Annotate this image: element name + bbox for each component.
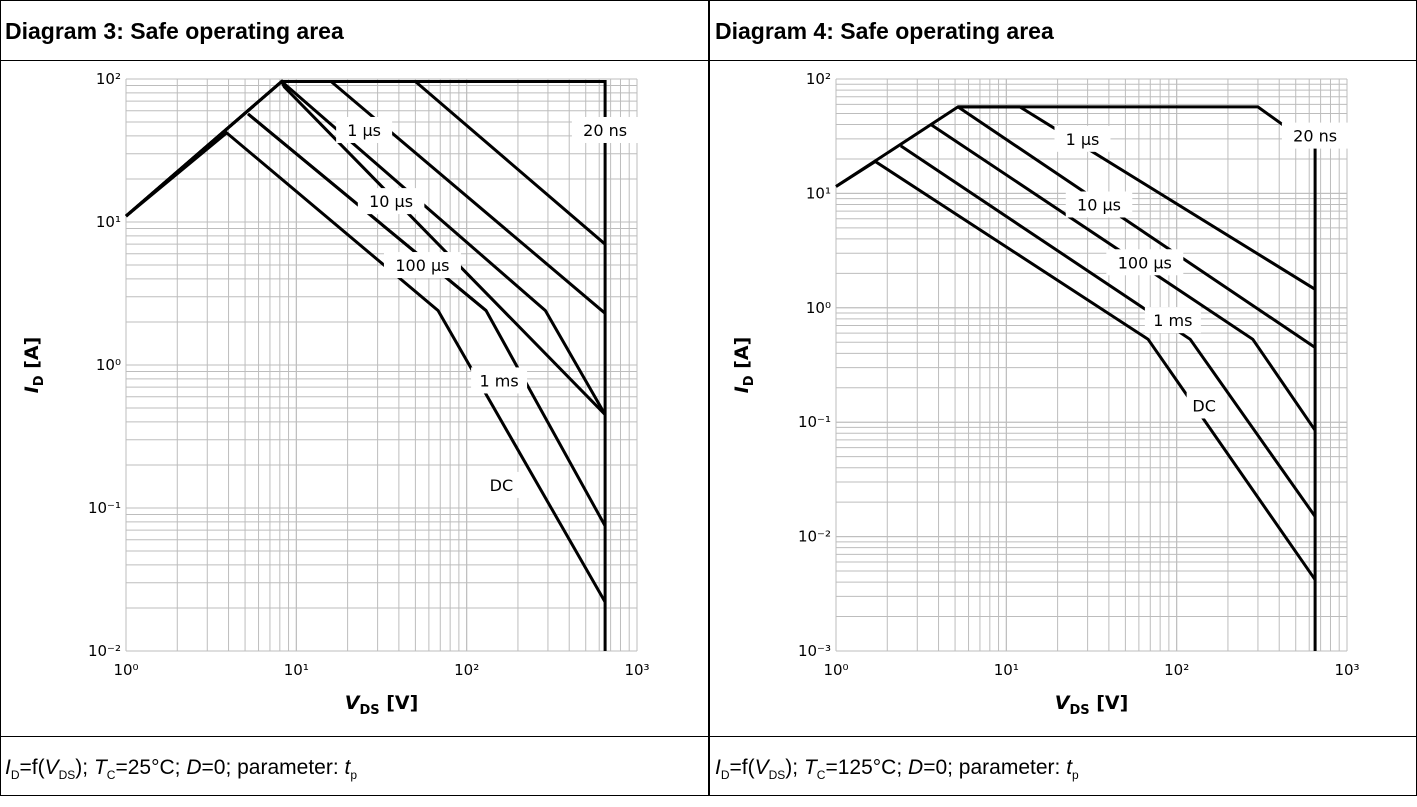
curve-label-text: 1 ms — [1153, 311, 1192, 330]
caption-param-sub: p — [350, 768, 358, 783]
panel-2-title: Diagram 4: Safe operating area — [715, 18, 1054, 44]
curve-label-text: 20 ns — [1293, 127, 1337, 146]
curve-label: 1 µs — [1054, 125, 1111, 152]
curve-label-text: 20 ns — [583, 121, 627, 140]
curve-label-bg — [383, 252, 461, 279]
series-line-DC — [125, 130, 607, 603]
caption-vds-sub: DS — [58, 768, 76, 783]
curve-label-bg — [1106, 249, 1184, 276]
series-line-10s — [957, 105, 1316, 349]
panel-divider — [708, 0, 710, 796]
curve-label: 10 µs — [1065, 191, 1133, 218]
x-tick-label: 10⁰ — [113, 661, 138, 679]
series-line-1ms — [899, 144, 1317, 518]
panel-1-chart: 20 ns 1 µs 10 µs 100 µs 1 ms DC 10⁰ 10¹ 10² 10³ 10… — [21, 70, 650, 718]
x-tick-label: 10⁰ — [823, 661, 848, 679]
curve-label: DC — [483, 471, 519, 498]
x-tick-label: 10³ — [624, 661, 649, 679]
curve-label-bg — [1281, 122, 1349, 149]
series-line-segment-6 — [835, 160, 877, 188]
curve-label: 10 µs — [357, 188, 425, 215]
series-line-100s — [929, 123, 1317, 432]
curve-label-bg — [1186, 392, 1222, 419]
caption-param-sub: p — [1072, 768, 1079, 783]
curve-label-text: 10 µs — [369, 192, 413, 211]
y-tick-label: 10⁻³ — [798, 642, 831, 660]
curve-label: DC — [1186, 392, 1222, 419]
curve-label: 100 µs — [383, 252, 461, 279]
caption-id-sub: D — [10, 768, 20, 783]
curve-label: 100 µs — [1106, 249, 1184, 276]
curve-label-text: 100 µs — [1118, 253, 1172, 272]
title-divider — [0, 60, 1417, 61]
curve-label-bg — [1144, 307, 1201, 334]
caption-tc-value: =25°C; — [115, 756, 187, 779]
curve-label: 20 ns — [1281, 122, 1349, 149]
x-axis-label: VDS [V] — [345, 692, 419, 718]
grid — [125, 78, 638, 652]
caption-id-sub: D — [720, 768, 730, 783]
x-tick-label: 10² — [1164, 661, 1189, 679]
curve-label-text: DC — [1192, 396, 1216, 415]
curve-label-bg — [571, 116, 639, 143]
x-tick-label: 10² — [454, 661, 479, 679]
caption-divider — [0, 736, 1417, 737]
curve-label-bg — [1065, 191, 1133, 218]
caption-vds-sub: DS — [768, 768, 786, 783]
curve-label: 20 ns — [571, 116, 639, 143]
x-axis-label: VDS [V] — [1055, 692, 1129, 718]
y-tick-label: 10² — [96, 70, 121, 88]
panel-2-caption: ID=f(VDS); TC=125°C; D=0; parameter: tp — [715, 756, 1079, 783]
y-tick-label: 10⁻² — [798, 528, 831, 546]
y-tick-label: 10⁻² — [88, 642, 121, 660]
curve-label-text: 1 µs — [347, 121, 381, 140]
y-tick-label: 10⁻¹ — [798, 413, 831, 431]
y-tick-label: 10² — [806, 70, 831, 88]
curve-label: 1 ms — [1144, 307, 1201, 334]
panel-1-title: Diagram 3: Safe operating area — [5, 18, 344, 44]
y-tick-label: 10¹ — [806, 184, 831, 202]
y-axis-label: ID [A] — [731, 337, 757, 394]
y-axis-label: ID [A] — [21, 337, 47, 394]
series-line-1s — [125, 80, 607, 246]
series-line-DC — [874, 160, 1317, 581]
series-line-segment-7 — [280, 80, 607, 416]
panel-1-caption: ID=f(VDS); TC=25°C; D=0; parameter: tp — [5, 756, 358, 783]
curve-label-text: 100 µs — [395, 256, 449, 275]
x-tick-label: 10¹ — [284, 661, 309, 679]
curve-label-text: 10 µs — [1077, 195, 1121, 214]
series-line-20ns — [835, 105, 1317, 651]
caption-tc-sub: C — [106, 768, 116, 783]
y-tick-label: 10⁻¹ — [88, 499, 121, 517]
series-line-20ns — [125, 80, 607, 651]
y-tick-label: 10⁰ — [96, 356, 121, 374]
curve-label: 1 ms — [471, 367, 528, 394]
x-tick-label: 10¹ — [994, 661, 1019, 679]
x-tick-label: 10³ — [1334, 661, 1359, 679]
curve-label-bg — [336, 116, 393, 143]
curve-label-bg — [483, 471, 519, 498]
curve-label-text: 1 ms — [479, 371, 518, 390]
panel-2-chart: 20 ns 1 µs 10 µs 100 µs 1 ms DC 10⁰ 10¹ 10² 10³ 10… — [731, 70, 1360, 718]
caption-tc-value: =125°C; — [825, 756, 909, 779]
curve-label-bg — [471, 367, 528, 394]
series-line-1s — [958, 105, 1316, 291]
y-tick-label: 10⁰ — [806, 299, 831, 317]
curve-label-text: DC — [490, 476, 514, 495]
curve-label: 1 µs — [336, 116, 393, 143]
curve-label-text: 1 µs — [1066, 130, 1100, 149]
y-tick-label: 10¹ — [96, 213, 121, 231]
curve-label-bg — [1054, 125, 1111, 152]
curve-label-bg — [357, 188, 425, 215]
caption-tc-sub: C — [816, 768, 826, 783]
